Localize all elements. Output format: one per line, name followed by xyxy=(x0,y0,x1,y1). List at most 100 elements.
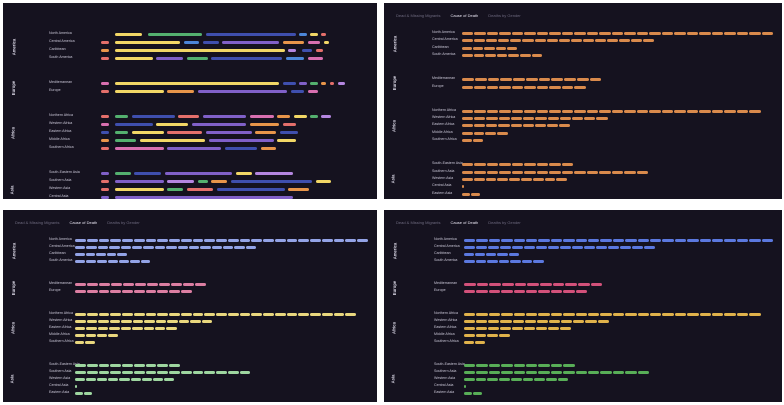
death-segment[interactable] xyxy=(274,239,286,242)
death-segment[interactable] xyxy=(500,78,513,82)
death-segment[interactable] xyxy=(526,370,538,374)
bar-track-western-asia[interactable] xyxy=(464,377,774,381)
bar-track-central-america[interactable] xyxy=(462,39,774,43)
death-segment[interactable] xyxy=(524,170,536,174)
death-segment[interactable] xyxy=(624,170,636,174)
death-segment[interactable] xyxy=(204,312,216,316)
death-segment[interactable] xyxy=(464,282,476,286)
death-segment[interactable] xyxy=(687,312,699,316)
death-segment[interactable] xyxy=(488,326,500,330)
death-segment[interactable] xyxy=(584,117,596,121)
death-segment[interactable] xyxy=(474,163,486,167)
bar-track-northern-africa[interactable] xyxy=(464,312,774,316)
death-segment[interactable] xyxy=(563,239,575,242)
death-segment[interactable] xyxy=(122,370,133,374)
death-segment[interactable] xyxy=(524,163,536,167)
death-segment[interactable] xyxy=(166,326,177,330)
death-segment[interactable] xyxy=(538,78,551,82)
death-segment[interactable] xyxy=(178,319,190,323)
death-segment[interactable] xyxy=(86,326,97,330)
death-segment[interactable] xyxy=(499,170,511,174)
death-segment[interactable] xyxy=(310,239,321,242)
death-segment[interactable] xyxy=(462,131,473,135)
death-segment[interactable] xyxy=(464,253,475,257)
cause-segment[interactable] xyxy=(178,115,200,118)
death-segment[interactable] xyxy=(120,326,132,330)
death-segment[interactable] xyxy=(575,312,587,316)
cause-segment[interactable] xyxy=(236,172,252,175)
cause-segment[interactable] xyxy=(115,57,153,60)
cause-segment[interactable] xyxy=(156,57,183,60)
death-segment[interactable] xyxy=(474,78,487,82)
bar-track-eastern-africa[interactable] xyxy=(464,326,774,330)
death-segment[interactable] xyxy=(464,326,476,330)
death-segment[interactable] xyxy=(498,333,510,337)
death-segment[interactable] xyxy=(169,370,180,374)
death-segment[interactable] xyxy=(538,370,550,374)
bar-track-southern-africa[interactable] xyxy=(75,341,369,344)
bar-track-western-asia[interactable] xyxy=(93,188,368,191)
death-segment[interactable] xyxy=(575,370,587,374)
death-segment[interactable] xyxy=(550,363,563,367)
bar-track-middle-africa[interactable] xyxy=(75,333,369,337)
death-segment[interactable] xyxy=(687,239,699,242)
cause-segment[interactable] xyxy=(282,82,296,85)
death-segment[interactable] xyxy=(132,326,143,330)
death-segment[interactable] xyxy=(649,32,661,35)
death-segment[interactable] xyxy=(485,53,496,57)
death-segment[interactable] xyxy=(538,363,550,367)
death-segment[interactable] xyxy=(75,253,85,257)
tab-deaths-by-gender[interactable]: Deaths by Gender xyxy=(488,220,521,225)
death-segment[interactable] xyxy=(157,363,169,367)
death-segment[interactable] xyxy=(86,246,97,250)
death-segment[interactable] xyxy=(333,239,345,242)
death-segment[interactable] xyxy=(560,326,572,330)
bar-track-europe[interactable] xyxy=(462,85,774,89)
death-segment[interactable] xyxy=(475,253,486,257)
death-segment[interactable] xyxy=(547,117,559,121)
death-segment[interactable] xyxy=(473,53,485,57)
cause-segment[interactable] xyxy=(329,82,334,85)
death-segment[interactable] xyxy=(662,239,674,242)
cause-segment[interactable] xyxy=(288,188,310,191)
death-segment[interactable] xyxy=(724,32,736,35)
death-segment[interactable] xyxy=(608,246,620,250)
death-segment[interactable] xyxy=(749,239,761,242)
death-segment[interactable] xyxy=(544,177,556,181)
death-segment[interactable] xyxy=(211,246,223,250)
death-segment[interactable] xyxy=(133,363,145,367)
death-segment[interactable] xyxy=(538,312,550,316)
death-segment[interactable] xyxy=(749,312,761,316)
cause-segment[interactable] xyxy=(337,82,345,85)
death-segment[interactable] xyxy=(497,131,508,135)
cause-segment[interactable] xyxy=(255,131,277,134)
death-segment[interactable] xyxy=(552,282,565,286)
bar-track-north-america[interactable] xyxy=(75,239,369,242)
death-segment[interactable] xyxy=(699,109,711,113)
death-segment[interactable] xyxy=(589,78,602,82)
death-segment[interactable] xyxy=(534,377,545,381)
cause-segment[interactable] xyxy=(321,82,326,85)
death-segment[interactable] xyxy=(75,319,86,323)
cause-segment[interactable] xyxy=(115,188,164,191)
death-segment[interactable] xyxy=(464,384,467,388)
death-segment[interactable] xyxy=(286,312,298,316)
death-segment[interactable] xyxy=(578,282,590,286)
death-segment[interactable] xyxy=(474,341,485,344)
death-segment[interactable] xyxy=(86,312,98,316)
death-segment[interactable] xyxy=(122,312,133,316)
death-segment[interactable] xyxy=(548,326,560,330)
death-segment[interactable] xyxy=(155,326,166,330)
death-segment[interactable] xyxy=(711,109,724,113)
death-segment[interactable] xyxy=(263,239,274,242)
death-segment[interactable] xyxy=(637,370,649,374)
death-segment[interactable] xyxy=(699,32,711,35)
death-segment[interactable] xyxy=(86,370,98,374)
death-segment[interactable] xyxy=(110,312,122,316)
death-segment[interactable] xyxy=(498,39,510,43)
death-segment[interactable] xyxy=(85,260,96,264)
death-segment[interactable] xyxy=(489,282,502,286)
bar-track-northern-africa[interactable] xyxy=(75,312,369,316)
death-segment[interactable] xyxy=(464,333,475,337)
cause-segment[interactable] xyxy=(115,147,164,150)
